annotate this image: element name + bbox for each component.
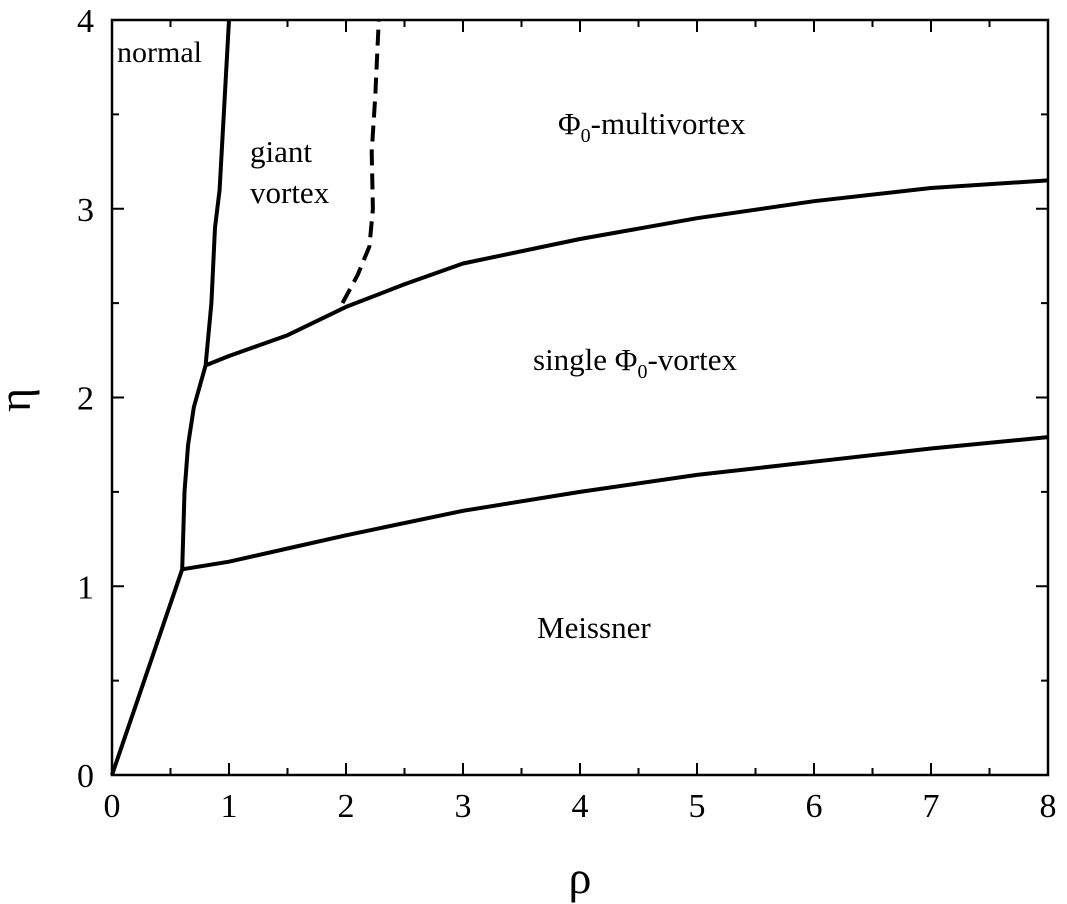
phase-boundary-line xyxy=(204,178,1049,368)
region-label-giant: giant xyxy=(250,134,312,169)
single-vortex-pre: single Φ xyxy=(533,342,637,377)
phase-boundary-line xyxy=(110,568,185,776)
x-tick-label: 1 xyxy=(221,788,238,825)
region-label-giant-vortex: vortex xyxy=(250,175,330,210)
y-axis-label: η xyxy=(0,388,40,412)
multivortex-subscript: 0 xyxy=(581,125,591,147)
single-vortex-rest: -vortex xyxy=(647,342,737,377)
x-tick-label: 4 xyxy=(572,788,589,825)
x-tick-label: 5 xyxy=(689,788,706,825)
x-tick-label: 2 xyxy=(338,788,355,825)
x-tick-label: 3 xyxy=(455,788,472,825)
plot-frame xyxy=(110,18,1050,777)
region-label-single-vortex: single Φ0-vortex xyxy=(533,342,737,383)
x-tick-label: 7 xyxy=(923,788,940,825)
region-label-normal: normal xyxy=(117,36,202,69)
x-tick-label: 6 xyxy=(806,788,823,825)
phase-boundary-line xyxy=(181,435,1049,572)
y-tick-label: 2 xyxy=(77,381,94,418)
x-tick-label: 8 xyxy=(1040,788,1057,825)
multivortex-phi: Φ xyxy=(558,106,581,141)
dashed-boundary-line xyxy=(340,19,381,305)
multivortex-rest: -multivortex xyxy=(591,106,746,141)
y-tick-label: 0 xyxy=(77,758,94,795)
region-label-multivortex: Φ0-multivortex xyxy=(558,106,746,147)
region-label-meissner: Meissner xyxy=(537,610,651,645)
y-tick-label: 1 xyxy=(77,569,94,606)
phase-boundary-line xyxy=(180,364,208,570)
y-tick-label: 4 xyxy=(77,3,94,40)
x-tick-label: 0 xyxy=(104,788,121,825)
x-tick-labels: 0 1 2 3 4 5 6 7 8 xyxy=(104,788,1057,825)
phase-boundary-line xyxy=(203,19,231,366)
y-tick-label: 3 xyxy=(77,192,94,229)
x-axis-label: ρ xyxy=(569,852,592,903)
y-tick-labels: 0 1 2 3 4 xyxy=(77,3,94,795)
single-vortex-subscript: 0 xyxy=(637,361,647,383)
boundary-lines-layer xyxy=(110,19,1049,776)
